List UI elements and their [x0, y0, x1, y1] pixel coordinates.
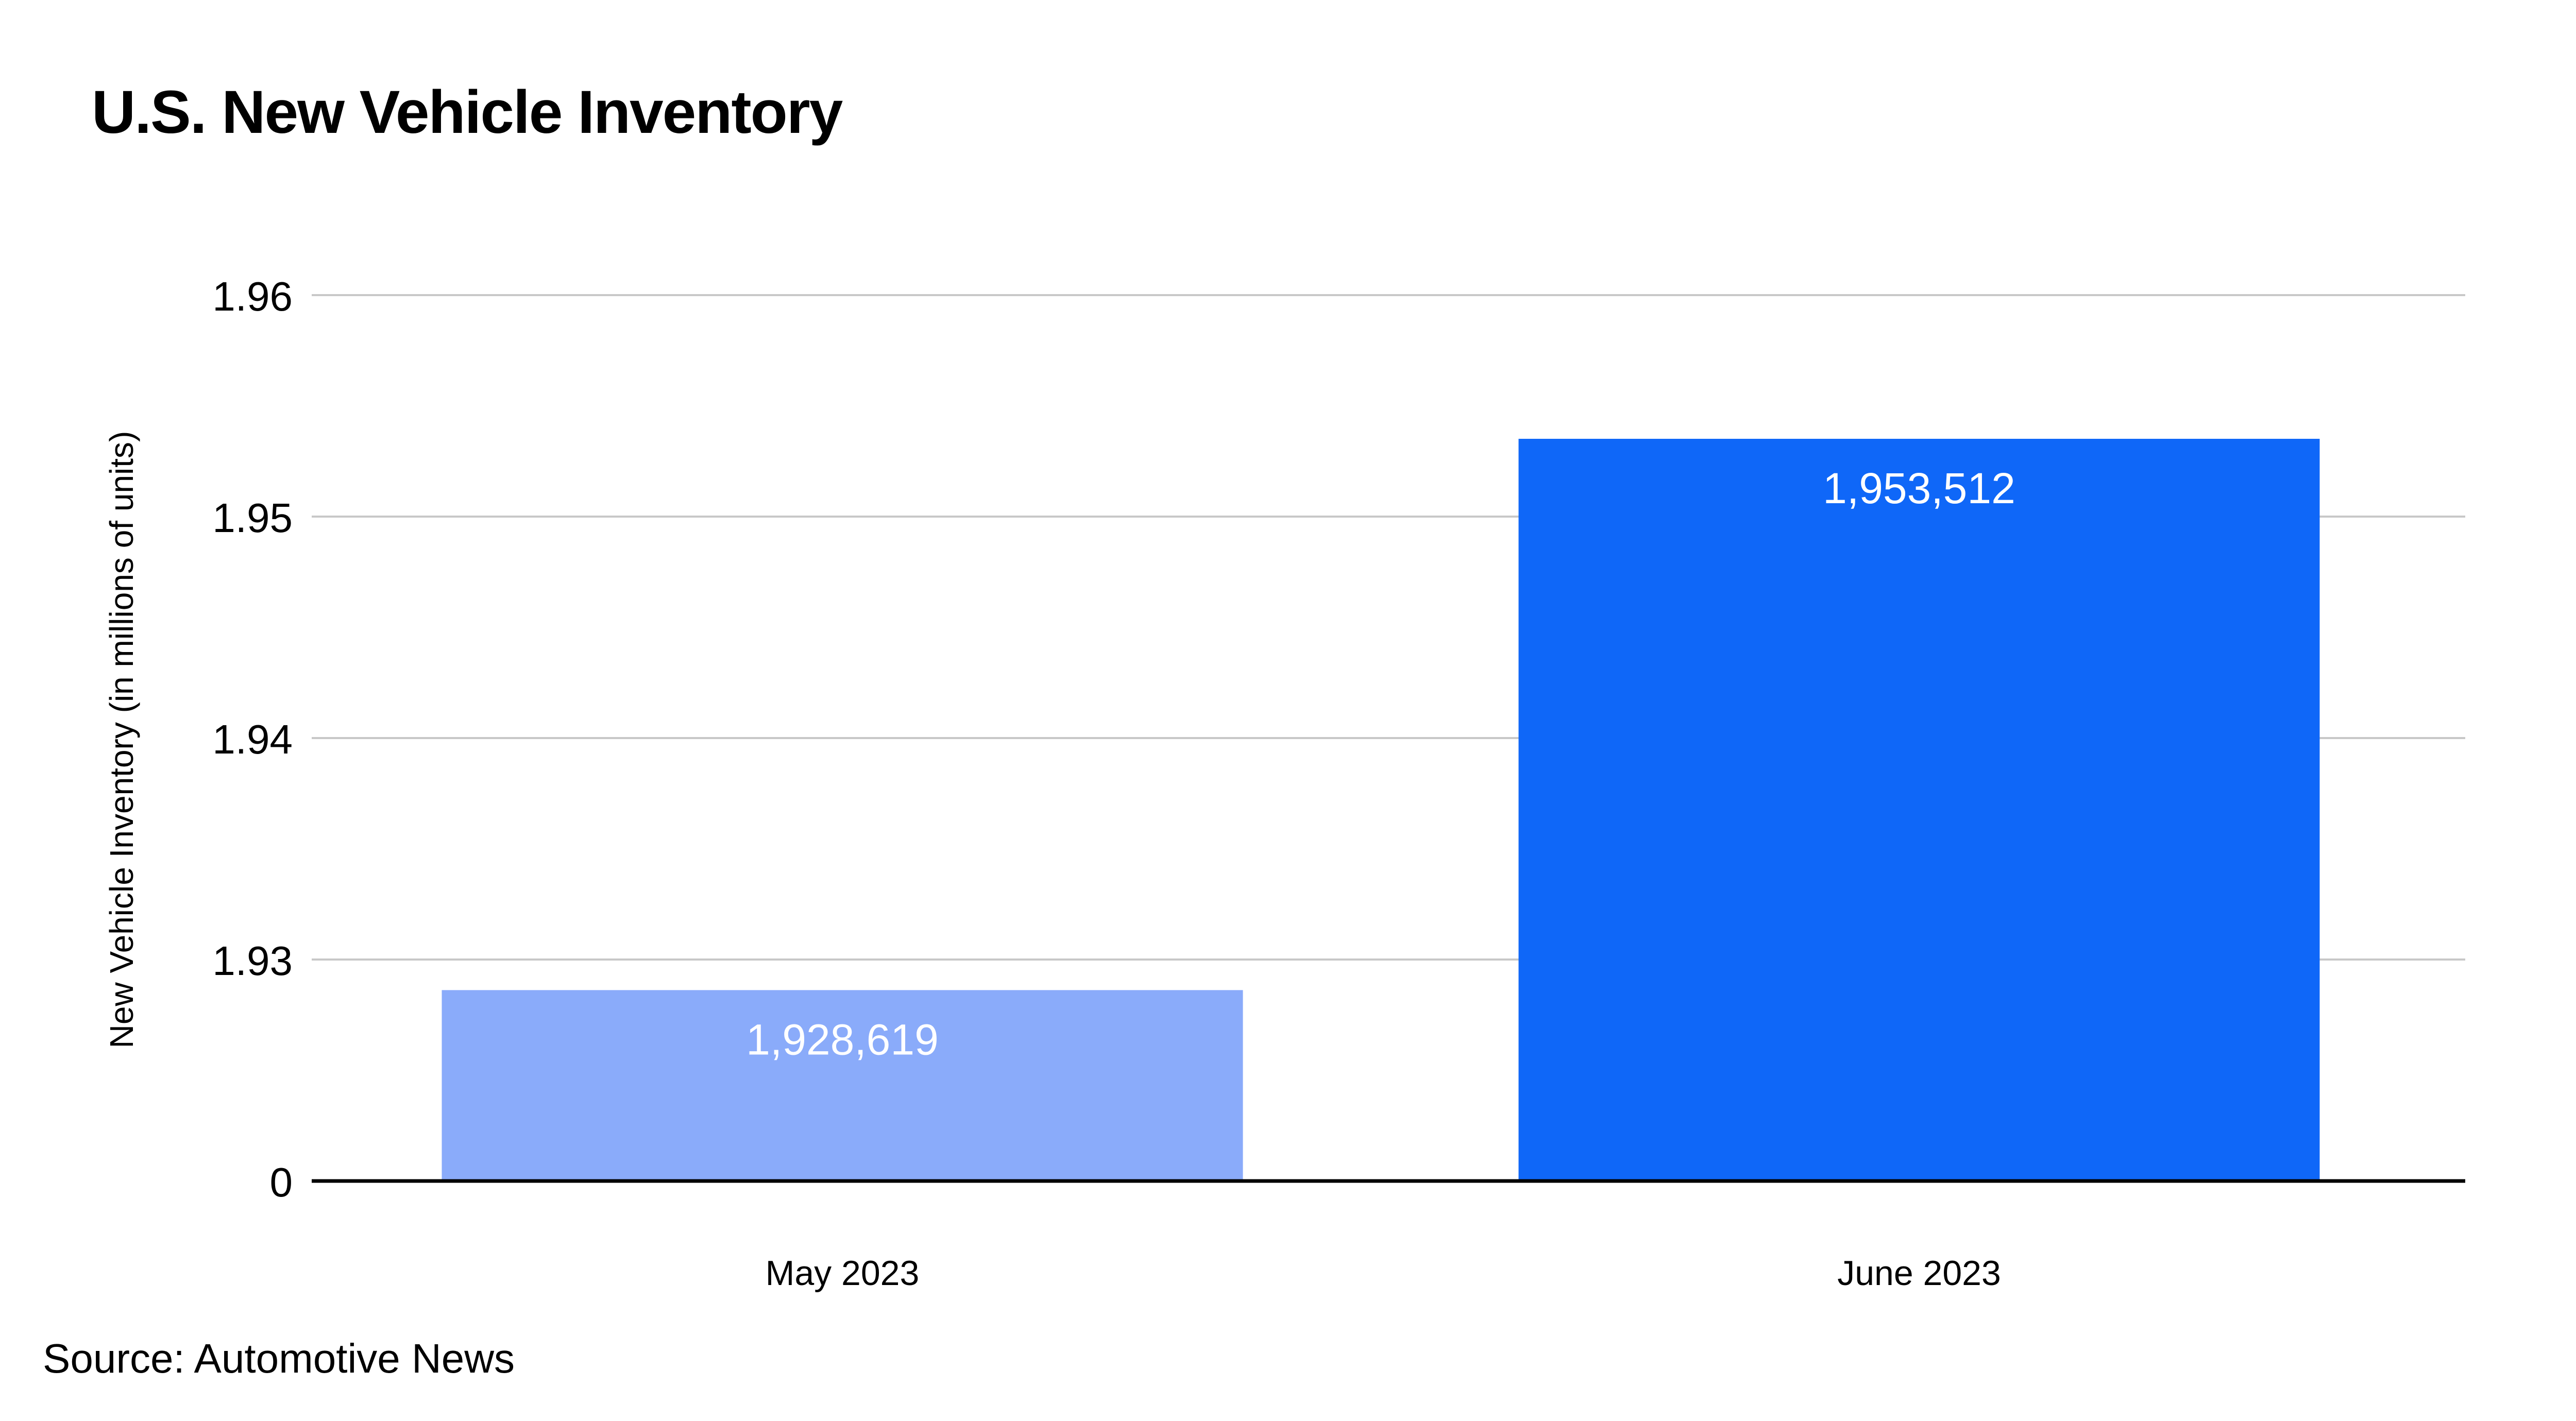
x-tick-label: May 2023 — [766, 1254, 920, 1293]
chart-title: U.S. New Vehicle Inventory — [92, 78, 843, 146]
y-tick-label: 1.94 — [212, 716, 293, 762]
y-tick-label: 1.96 — [212, 273, 293, 319]
bars — [442, 438, 2320, 1181]
y-tick-label: 1.93 — [212, 938, 293, 984]
x-tick-labels: May 2023 June 2023 — [766, 1254, 2001, 1293]
x-tick-label: June 2023 — [1837, 1254, 2001, 1293]
y-axis-label: New Vehicle Inventory (in millions of un… — [103, 431, 140, 1049]
bar-data-label: 1,953,512 — [1823, 464, 2015, 512]
y-tick-labels: 0 1.93 1.94 1.95 1.96 — [212, 273, 293, 1205]
y-tick-label: 1.95 — [212, 495, 293, 541]
bar-data-label: 1,928,619 — [746, 1015, 939, 1064]
bar — [442, 990, 1243, 1181]
bar — [1518, 438, 2320, 1181]
y-tick-label: 0 — [270, 1159, 293, 1205]
source-note: Source: Automotive News — [43, 1336, 515, 1381]
bar-data-labels: 1,928,619 1,953,512 — [746, 464, 2015, 1064]
